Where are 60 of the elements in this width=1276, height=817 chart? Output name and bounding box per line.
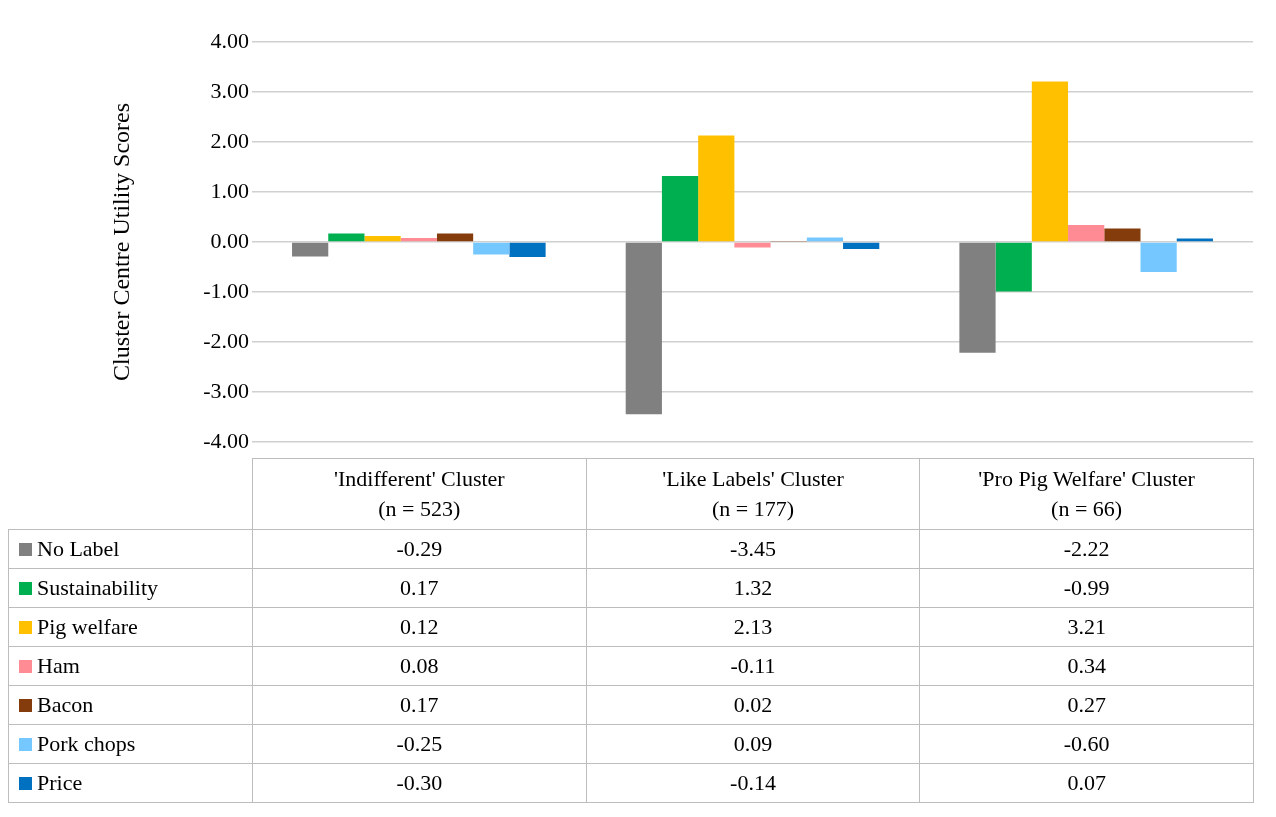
data-label: -0.99 [919,568,1254,608]
data-label: 0.17 [252,685,587,725]
y-tick-label: 4.00 [210,27,249,53]
data-label: 0.08 [252,646,587,686]
y-tick-label: -4.00 [203,427,249,453]
data-label: -0.11 [586,646,920,686]
bar [1031,81,1069,242]
data-label: 0.12 [252,607,587,647]
y-tick-label: 3.00 [210,77,249,103]
data-label: 2.13 [586,607,920,647]
data-label: -2.22 [919,529,1254,569]
data-label: -3.45 [586,529,920,569]
data-label: -0.29 [252,529,587,569]
data-label: 0.34 [919,646,1254,686]
bar [436,233,474,242]
bar [698,135,735,242]
legend-label: Pig welfare [37,614,138,639]
x-tick-label: 'Pro Pig Welfare' Cluster (n = 66) [919,458,1254,530]
legend-label: Pork chops [37,731,136,756]
bar [1068,224,1105,242]
legend-label: Bacon [37,692,94,717]
y-tick-label: 2.00 [210,127,249,153]
legend-label: Ham [37,653,80,678]
data-label: 0.09 [586,724,920,764]
y-tick-label: -2.00 [203,327,249,353]
legend-label: Price [37,770,83,795]
bar [843,242,880,249]
bar [292,242,329,257]
data-label: 0.17 [252,568,587,608]
legend-label: Sustainability [37,575,158,600]
y-axis-title: Cluster Centre Utility Scores [107,102,134,381]
bar [1176,238,1213,242]
bar [400,237,437,242]
data-label: 1.32 [586,568,920,608]
y-tick-label: 1.00 [210,177,249,203]
bar [1140,242,1177,272]
bar [959,242,996,353]
bar [806,237,844,242]
data-label: 0.07 [919,763,1254,803]
data-label: -0.30 [252,763,587,803]
y-tick-label: 0.00 [210,227,249,253]
x-tick-label: 'Indifferent' Cluster (n = 523) [252,458,587,530]
y-tick-label: -3.00 [203,377,249,403]
data-label: -0.60 [919,724,1254,764]
bar [625,242,662,415]
x-tick-label: 'Like Labels' Cluster (n = 177) [586,458,920,530]
bar [1104,228,1141,242]
data-label: 0.27 [919,685,1254,725]
legend-label: No Label [37,536,120,561]
data-label: -0.25 [252,724,587,764]
data-label: -0.14 [586,763,920,803]
bar [509,242,546,257]
y-tick-label: -1.00 [203,277,249,303]
bar [995,242,1032,292]
bar [661,175,699,242]
bar [364,235,401,242]
bar [328,233,365,242]
data-label: 0.02 [586,685,920,725]
bar [473,242,510,255]
data-label: 3.21 [919,607,1254,647]
